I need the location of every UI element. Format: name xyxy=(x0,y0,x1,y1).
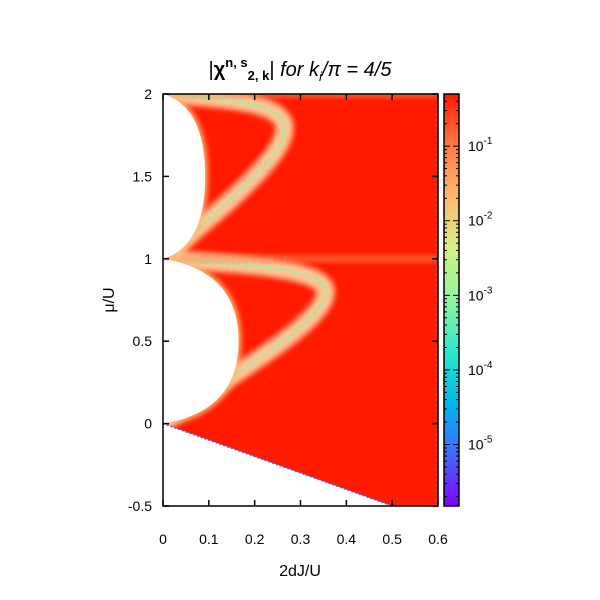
x-tick-label-6: 0.6 xyxy=(428,531,448,547)
x-tick-label-1: 0.1 xyxy=(199,531,219,547)
axis-ticks: 0 0.1 0.2 0.3 0.4 0.5 0.6 -0.5 0 0.5 1 1.5 2 xyxy=(128,86,448,547)
colorbar-label-1: 10-2 xyxy=(468,211,493,229)
y-tick-label-5: 2 xyxy=(144,86,152,102)
title-italic-rest: /π = 4/5 xyxy=(320,59,392,81)
y-tick-label-4: 1.5 xyxy=(133,168,153,184)
x-tick-label-0: 0 xyxy=(159,531,167,547)
colorbar-fill xyxy=(444,94,459,506)
colorbar-frame xyxy=(443,93,460,507)
colorbar-label-4: 10-5 xyxy=(468,435,493,453)
chart-title: |χn, s2, k| for ki/π = 4/5 xyxy=(209,55,393,84)
x-tick-label-3: 0.3 xyxy=(291,531,311,547)
mott-lobe-2 xyxy=(163,94,206,259)
title-superscript: n, s xyxy=(225,55,247,70)
band-0 xyxy=(163,254,438,263)
colorbar-label-2: 10-3 xyxy=(468,285,493,303)
colorbar-label-3: 10-4 xyxy=(468,360,493,378)
title-italic-sub: i xyxy=(319,69,323,84)
mott-lobe-1 xyxy=(163,258,239,424)
title-subscript: 2, k xyxy=(248,68,270,83)
title-italic-part: for k xyxy=(275,59,320,81)
x-axis-label: 2dJ/U xyxy=(279,563,321,580)
heatmap-region xyxy=(163,94,438,506)
y-tick-label-2: 0.5 xyxy=(133,333,153,349)
colorbar: 10-1 10-2 10-3 10-4 10-5 xyxy=(443,93,493,507)
title-abs-open: | xyxy=(209,59,214,81)
y-tick-label-0: -0.5 xyxy=(128,498,152,514)
colorbar-label-0: 10-1 xyxy=(468,136,493,154)
lower-boundary-line xyxy=(163,422,393,506)
title-chi: χ xyxy=(214,59,226,81)
title-abs-close: | xyxy=(269,59,274,81)
y-axis-label: μ/U xyxy=(101,287,118,312)
y-tick-label-1: 0 xyxy=(144,416,152,432)
x-tick-label-2: 0.2 xyxy=(245,531,265,547)
x-tick-label-4: 0.4 xyxy=(337,531,357,547)
arc-line-1 xyxy=(163,94,286,260)
x-tick-label-5: 0.5 xyxy=(382,531,402,547)
y-tick-label-3: 1 xyxy=(144,251,152,267)
